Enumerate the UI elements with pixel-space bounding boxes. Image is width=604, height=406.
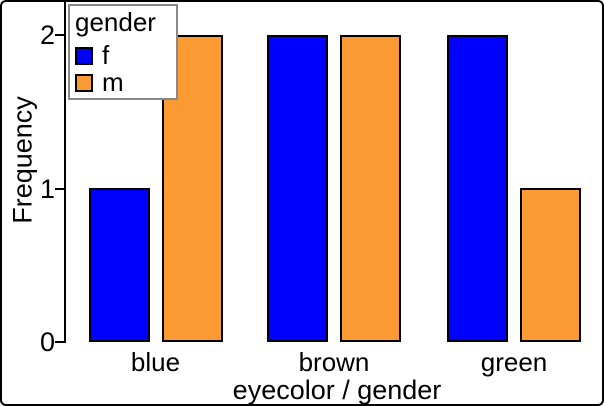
bar-blue-f: [89, 188, 150, 342]
x-category-label-brown: brown: [298, 347, 370, 377]
y-tick-label: 0: [39, 327, 55, 357]
x-category-label-green: green: [480, 347, 548, 377]
legend-title: gender: [75, 7, 156, 37]
legend-swatch-m: [75, 73, 93, 92]
y-tick-mark: [55, 341, 64, 343]
y-axis-title: Frequency: [7, 96, 38, 224]
legend-item-label: m: [102, 67, 124, 97]
bar-green-m: [520, 188, 581, 342]
x-category-label-blue: blue: [130, 347, 181, 377]
y-tick-label: 1: [39, 173, 55, 204]
x-axis-title: eyecolor / gender: [232, 375, 442, 405]
legend-item-m: m: [75, 67, 176, 97]
legend-item-label: f: [102, 40, 110, 70]
bar-brown-m: [340, 35, 401, 342]
y-axis-line: [64, 2, 66, 343]
legend-swatch-f: [75, 46, 93, 65]
bar-green-f: [447, 35, 508, 342]
bar-blue-m: [162, 35, 223, 342]
legend-item-f: f: [75, 40, 176, 70]
y-tick-mark: [55, 34, 64, 36]
y-tick-mark: [55, 187, 64, 190]
bar-brown-f: [267, 35, 328, 342]
y-tick-label: 2: [39, 20, 55, 50]
